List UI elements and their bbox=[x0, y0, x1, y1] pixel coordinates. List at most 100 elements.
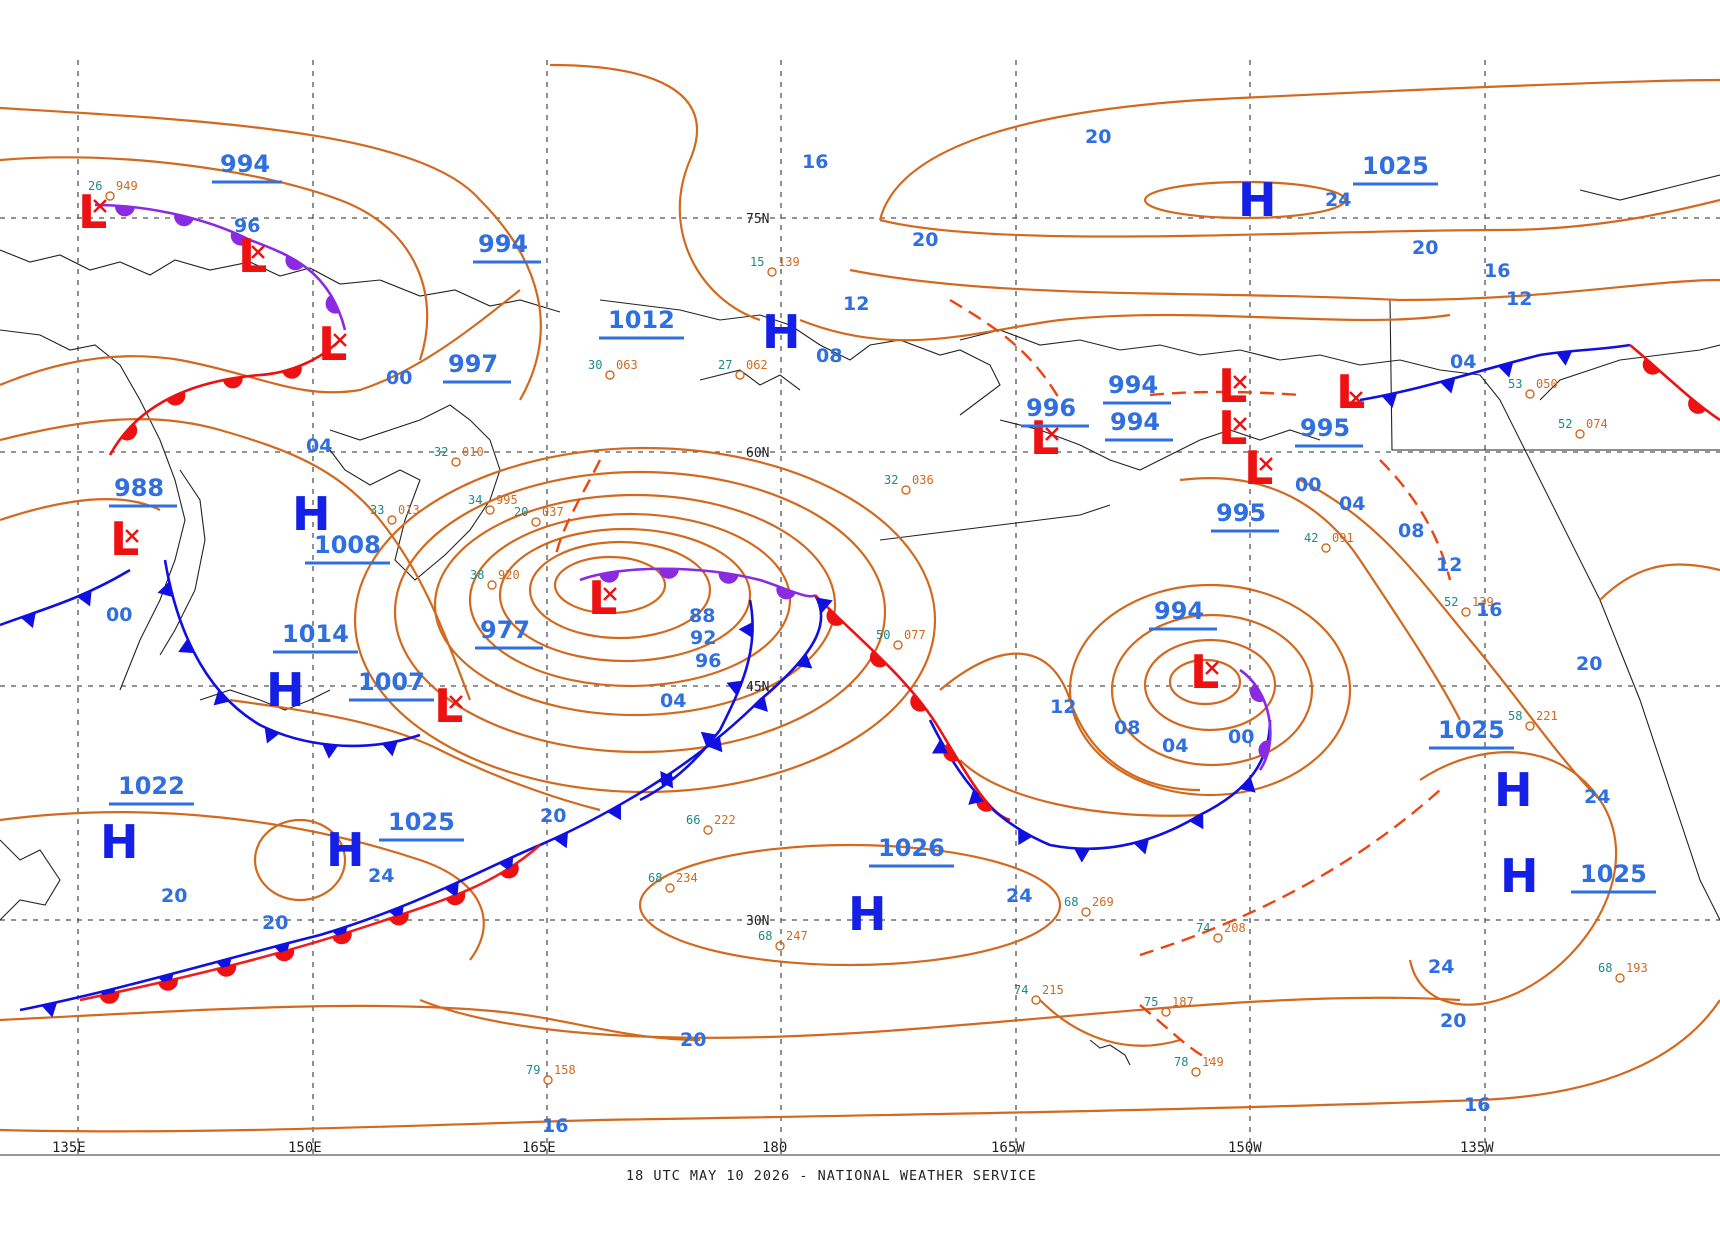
svg-text:H: H bbox=[1238, 173, 1277, 227]
front-pip bbox=[1497, 361, 1514, 378]
isobar-label: 20 bbox=[1576, 653, 1602, 675]
station-pressure: 074 bbox=[1586, 417, 1608, 431]
station-temperature: 33 bbox=[370, 503, 384, 517]
isobar-label: 04 bbox=[1339, 493, 1365, 515]
front-pip bbox=[382, 741, 398, 757]
station-dot bbox=[387, 515, 397, 525]
front-pip bbox=[174, 213, 194, 227]
station-pressure: 063 bbox=[616, 358, 638, 372]
front-pip bbox=[660, 771, 675, 788]
station-plot: 68 193 bbox=[1598, 961, 1648, 983]
station-dot bbox=[893, 640, 903, 650]
front-pip bbox=[216, 964, 237, 977]
front-pip bbox=[213, 689, 230, 706]
station-temperature: 20 bbox=[514, 505, 528, 519]
station-pressure: 208 bbox=[1224, 921, 1246, 935]
isobar-label: 00 bbox=[106, 604, 132, 626]
svg-text:H: H bbox=[292, 487, 331, 541]
station-temperature: 15 bbox=[750, 255, 764, 269]
station-pressure: 221 bbox=[1536, 709, 1558, 723]
low-center: L 995 bbox=[1244, 414, 1363, 495]
station-pressure: 193 bbox=[1626, 961, 1648, 975]
front-pip bbox=[752, 696, 768, 712]
pressure-value: 995 bbox=[1216, 499, 1266, 527]
front-pip bbox=[943, 743, 959, 762]
front-pip bbox=[1258, 740, 1272, 760]
station-temperature: 66 bbox=[686, 813, 700, 827]
station-dot bbox=[451, 457, 461, 467]
station-plot: 20 037 bbox=[514, 505, 564, 527]
high-center: H 1026 bbox=[848, 834, 954, 941]
pressure-value: 997 bbox=[448, 350, 498, 378]
station-dot bbox=[1081, 907, 1091, 917]
high-center: H 1025 bbox=[1500, 849, 1656, 903]
isobar-label: 08 bbox=[1114, 717, 1140, 739]
isobar-labels: 16 20 20 12 08 00 04 96 00 20 24 20 24 2… bbox=[106, 126, 1610, 1137]
front-pip bbox=[1074, 848, 1091, 863]
svg-text:H: H bbox=[762, 305, 801, 359]
station-dot bbox=[703, 825, 713, 835]
isobar-label: 00 bbox=[386, 367, 412, 389]
station-dot bbox=[1161, 1007, 1171, 1017]
high-center: H 1008 bbox=[292, 487, 390, 565]
svg-text:H: H bbox=[266, 663, 305, 717]
station-plot: 50 077 bbox=[876, 628, 926, 650]
station-dot bbox=[1191, 1067, 1201, 1077]
low-center: L 994 bbox=[1149, 597, 1219, 699]
front-pip bbox=[1018, 828, 1033, 846]
station-pressure: 013 bbox=[398, 503, 420, 517]
svg-text:H: H bbox=[326, 823, 365, 877]
isobar-label: 96 bbox=[234, 215, 260, 237]
front-pip bbox=[222, 376, 243, 389]
station-dot bbox=[767, 267, 777, 277]
front-pip bbox=[1133, 838, 1150, 855]
low-center: L 997 bbox=[318, 317, 511, 384]
pressure-value: 1012 bbox=[608, 306, 675, 334]
isobar-label: 24 bbox=[368, 865, 394, 887]
front-pip bbox=[796, 653, 813, 669]
front-pip bbox=[325, 294, 340, 314]
front-pip bbox=[274, 948, 295, 962]
station-pressure: 037 bbox=[542, 505, 564, 519]
isobar-label: 12 bbox=[843, 293, 869, 315]
low-center: L 988 bbox=[109, 474, 177, 566]
front-pip bbox=[718, 572, 739, 584]
station-plot: 15 139 bbox=[750, 255, 800, 277]
isobar-label: 04 bbox=[1162, 735, 1188, 757]
station-pressure: 920 bbox=[498, 568, 520, 582]
isobar-label: 92 bbox=[690, 627, 716, 649]
fronts bbox=[0, 203, 1720, 1062]
front-pip bbox=[707, 736, 723, 753]
low-center: L 996 bbox=[1021, 394, 1089, 465]
pressure-value: 1025 bbox=[1362, 152, 1429, 180]
station-temperature: 79 bbox=[526, 1063, 540, 1077]
station-temperature: 58 bbox=[1508, 709, 1522, 723]
isobar-label: 88 bbox=[689, 605, 715, 627]
station-plot: 75 187 bbox=[1144, 995, 1194, 1017]
high-center: H 1014 bbox=[266, 620, 358, 717]
front-pip bbox=[1189, 813, 1204, 830]
latitude-label: 30N bbox=[746, 914, 769, 929]
station-dot bbox=[1321, 543, 1331, 553]
front-pip bbox=[553, 832, 568, 849]
latitude-label: 75N bbox=[746, 212, 769, 227]
front-pip bbox=[738, 621, 753, 638]
station-dot bbox=[1525, 389, 1535, 399]
coordinate-labels: 135E 150E 165E 180 165W 150W 135W 75N 60… bbox=[52, 212, 1494, 1156]
station-plot: 27 062 bbox=[718, 358, 768, 380]
longitude-label: 150W bbox=[1228, 1140, 1262, 1156]
station-temperature: 26 bbox=[88, 179, 102, 193]
pressure-value: 1025 bbox=[1580, 860, 1647, 888]
isobar-label: 00 bbox=[1228, 726, 1254, 748]
station-pressure: 158 bbox=[554, 1063, 576, 1077]
longitude-label: 165E bbox=[522, 1140, 556, 1156]
station-temperature: 68 bbox=[1064, 895, 1078, 909]
front-pip bbox=[178, 638, 195, 654]
isobar-label: 16 bbox=[1484, 260, 1510, 282]
station-pressure: 269 bbox=[1092, 895, 1114, 909]
station-dot bbox=[605, 370, 615, 380]
front-pip bbox=[445, 891, 466, 906]
station-temperature: 74 bbox=[1196, 921, 1210, 935]
